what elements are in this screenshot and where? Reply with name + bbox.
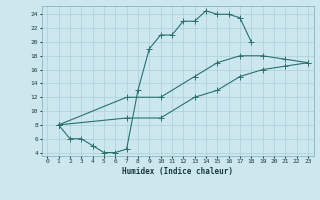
X-axis label: Humidex (Indice chaleur): Humidex (Indice chaleur) [122,167,233,176]
